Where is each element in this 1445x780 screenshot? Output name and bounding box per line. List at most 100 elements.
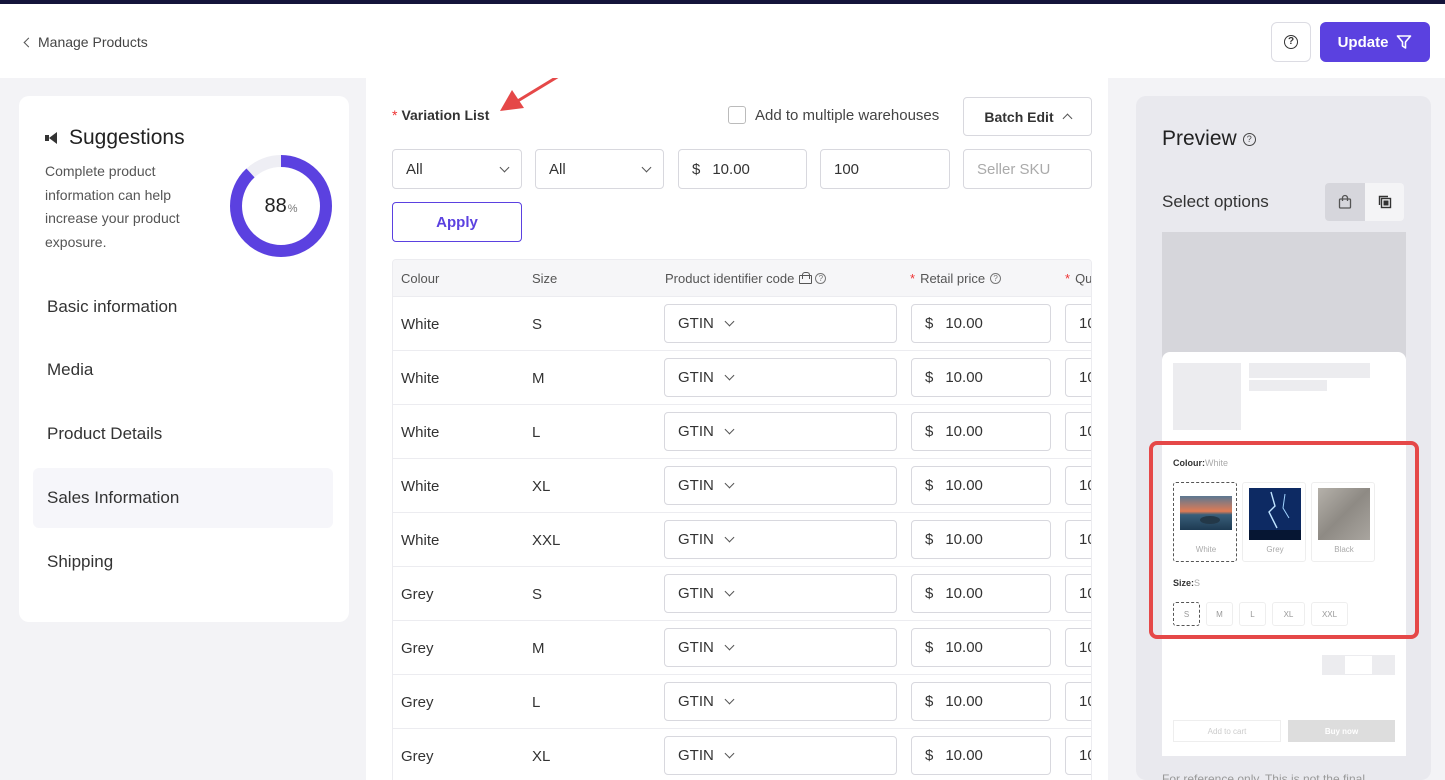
column-label: Product identifier code [665,270,795,286]
swatch-caption: White [1195,545,1217,554]
table-row: White M GTIN $10.00 10 [393,350,1091,404]
variation-list-title: * Variation List [392,107,489,123]
swatch-white[interactable]: White [1173,482,1237,562]
price-filter-input[interactable]: $ 10.00 [678,149,807,189]
size-chip-xxl[interactable]: XXL [1311,602,1348,626]
identifier-code-select[interactable]: GTIN [664,628,897,667]
retail-price-input[interactable]: $10.00 [911,736,1051,775]
nav-item-media[interactable]: Media [33,340,333,400]
quantity-value: 10 [1079,315,1091,332]
seller-sku-input[interactable]: Seller SKU [963,149,1092,189]
back-link[interactable]: Manage Products [23,34,148,50]
size-chip-s[interactable]: S [1173,602,1200,626]
retail-price-value: 10.00 [945,477,983,494]
red-highlight-annotation [1149,441,1419,639]
column-colour: Colour [401,260,439,296]
identifier-code-select[interactable]: GTIN [664,358,897,397]
cell-colour: White [401,477,440,495]
identifier-code-select[interactable]: GTIN [664,304,897,343]
quantity-input[interactable]: 10 [1065,682,1091,721]
retail-price-input[interactable]: $10.00 [911,358,1051,397]
lightning-image [1249,488,1301,540]
chevron-up-icon [1062,113,1073,124]
cell-colour: White [401,423,440,441]
quantity-input[interactable]: 10 [1065,628,1091,667]
title-placeholder [1249,363,1370,378]
suggestions-title-text: Suggestions [69,126,185,149]
identifier-code-select[interactable]: GTIN [664,736,897,775]
gallery-toggle[interactable] [1365,183,1404,221]
quantity-input[interactable]: 10 [1065,520,1091,559]
required-mark: * [910,270,916,286]
identifier-code-select[interactable]: GTIN [664,682,897,721]
retail-price-value: 10.00 [945,693,983,710]
batch-edit-button[interactable]: Batch Edit [963,97,1092,136]
quantity-input[interactable]: 10 [1065,736,1091,775]
info-icon[interactable]: ? [1242,132,1256,146]
colour-filter-select[interactable]: All [392,149,522,189]
swatch-grey[interactable]: Grey [1242,482,1306,562]
retail-price-input[interactable]: $10.00 [911,628,1051,667]
retail-price-input[interactable]: $10.00 [911,412,1051,451]
help-button[interactable]: ? [1271,22,1311,62]
size-option-label: Size:S [1173,578,1200,588]
nav-label: Sales Information [47,488,180,507]
cell-colour: Grey [401,747,434,765]
nav-item-basic-information[interactable]: Basic information [33,277,333,337]
score-unit: % [287,203,298,215]
table-row: Grey L GTIN $10.00 10 [393,674,1091,728]
quantity-input[interactable]: 10 [1065,466,1091,505]
chevron-down-icon [724,532,735,543]
quantity-input[interactable]: 10 [1065,304,1091,343]
shopping-bag-toggle[interactable] [1325,183,1365,221]
top-strip [0,0,1445,4]
required-mark: * [1065,270,1071,286]
nav-label: Product Details [47,424,163,443]
nav-item-shipping[interactable]: Shipping [33,532,333,592]
nav-item-product-details[interactable]: Product Details [33,404,333,464]
swatch-black[interactable]: Black [1311,482,1375,562]
size-filter-select[interactable]: All [535,149,664,189]
variation-panel: * Variation List Add to multiple warehous… [366,78,1108,780]
chevron-down-icon [641,162,652,172]
retail-price-input[interactable]: $10.00 [911,466,1051,505]
size-label: Size: [1173,578,1195,588]
retail-price-input[interactable]: $10.00 [911,574,1051,613]
size-chip-l[interactable]: L [1239,602,1266,626]
cell-size: M [532,369,545,387]
multi-warehouse-checkbox[interactable] [728,106,746,124]
identifier-code-select[interactable]: GTIN [664,520,897,559]
apply-button[interactable]: Apply [392,202,522,242]
add-to-cart-button[interactable]: Add to cart [1173,720,1281,742]
lock-icon [799,272,813,284]
identifier-code-value: GTIN [678,477,714,494]
quantity-filter-input[interactable]: 100 [820,149,950,189]
nav-item-sales-information[interactable]: Sales Information [33,468,333,528]
identifier-code-select[interactable]: GTIN [664,412,897,451]
update-button[interactable]: Update [1320,22,1430,62]
preview-title-text: Preview [1162,127,1237,150]
info-icon[interactable]: ? [815,272,827,284]
info-icon[interactable]: ? [990,272,1002,284]
stepper-middle [1345,656,1372,674]
identifier-code-select[interactable]: GTIN [664,466,897,505]
retail-price-input[interactable]: $10.00 [911,304,1051,343]
options-sheet: Colour:White White Grey [1162,352,1406,756]
red-arrow-annotation [500,78,559,111]
quantity-input[interactable]: 10 [1065,574,1091,613]
size-chip-m[interactable]: M [1206,602,1233,626]
retail-price-value: 10.00 [945,747,983,764]
retail-price-input[interactable]: $10.00 [911,682,1051,721]
quantity-input[interactable]: 10 [1065,358,1091,397]
column-label: Retail price [920,270,986,286]
buy-now-button[interactable]: Buy now [1288,720,1395,742]
chevron-down-icon [724,694,735,705]
multi-warehouse-option[interactable]: Add to multiple warehouses [728,106,939,124]
quantity-input[interactable]: 10 [1065,412,1091,451]
reference-note: For reference only. This is not the fina… [1162,772,1365,780]
identifier-code-value: GTIN [678,315,714,332]
currency-symbol: $ [925,693,934,710]
size-chip-xl[interactable]: XL [1272,602,1305,626]
retail-price-input[interactable]: $10.00 [911,520,1051,559]
identifier-code-select[interactable]: GTIN [664,574,897,613]
